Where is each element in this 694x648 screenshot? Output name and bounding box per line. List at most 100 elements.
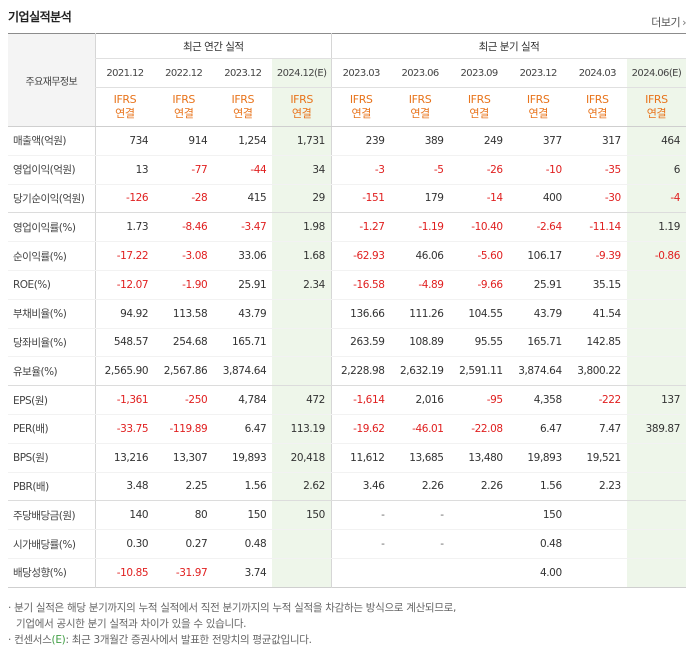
period-header: 2023.09 (449, 58, 509, 88)
footnote-2-prefix: 컨센서스 (14, 634, 52, 646)
value-cell: 140 (94, 500, 155, 531)
accounting-standard-header: IFRS 연결 (390, 87, 450, 127)
value-cell (391, 558, 450, 587)
value-cell: 13 (94, 155, 155, 185)
value-cell: 13,480 (449, 443, 509, 473)
value-cell: 6.47 (508, 414, 568, 444)
value-cell: -3.47 (213, 212, 273, 243)
section-header: 기업실적분석 더보기 › (8, 8, 686, 30)
value-cell: -30 (567, 184, 627, 214)
accounting-standard-header: IFRS 연결 (330, 87, 391, 127)
value-cell: 165.71 (213, 328, 273, 358)
value-cell (330, 558, 391, 588)
value-cell: 0.48 (213, 529, 273, 559)
value-cell: 3,874.64 (508, 356, 568, 387)
value-cell: 2,016 (390, 385, 450, 415)
table-row: 주당배당금(원) 140 80 150 150- -150 (8, 500, 686, 531)
value-cell (626, 500, 686, 531)
value-cell: 3,800.22 (567, 356, 627, 387)
value-cell (626, 443, 686, 473)
value-cell: 113.19 (272, 414, 332, 444)
footnote-2-text: : 최근 3개월간 증권사에서 발표한 전망치의 평균값입니다. (65, 634, 312, 646)
value-cell (568, 558, 627, 587)
table-row: 영업이익(억원) 13 -77 -44 34 -3 -5 -26 -10 -35 6 (8, 155, 686, 185)
consensus-mark: (E) (51, 634, 66, 646)
table-row: 배당성향(%) -10.85 -31.97 3.74 4.00 (8, 558, 686, 588)
value-cell (626, 328, 686, 358)
row-label: PER(배) (8, 414, 96, 444)
value-cell: -14 (449, 184, 509, 214)
value-cell: 150 (272, 500, 332, 531)
table-row: EPS(원) -1,361 -250 4,784 472 -1,614 2,016 -95 4,… (8, 385, 686, 415)
row-label: 매출액(억원) (8, 126, 96, 156)
period-header: 2024.12(E) (272, 58, 332, 88)
value-cell: -33.75 (94, 414, 155, 444)
value-cell: 34 (272, 155, 332, 185)
value-cell: 19,893 (508, 443, 568, 473)
period-header: 2021.12 (94, 58, 155, 88)
value-cell: -0.86 (626, 241, 686, 271)
value-cell: -26 (449, 155, 509, 185)
value-cell: 179 (390, 184, 450, 214)
accounting-standard-header: IFRS 연결 (154, 87, 214, 127)
value-cell: -222 (567, 385, 627, 415)
more-label: 더보기 (651, 16, 681, 29)
period-header: 2024.03 (567, 58, 627, 88)
value-cell: 94.92 (94, 299, 155, 329)
value-cell: -16.58 (330, 270, 391, 300)
value-cell: 0.27 (154, 529, 214, 559)
ifrs-label: IFRS (113, 93, 137, 106)
value-cell (567, 500, 627, 531)
value-cell: 0.48 (508, 529, 568, 559)
value-cell: 2.26 (390, 472, 450, 502)
value-cell: 734 (94, 126, 155, 156)
value-cell (449, 529, 509, 559)
value-cell: -4 (626, 184, 686, 214)
value-cell: 41.54 (567, 299, 627, 329)
value-cell: 1,731 (272, 126, 332, 156)
value-cell: -5.60 (449, 241, 509, 271)
value-cell (272, 299, 332, 329)
value-cell: -3 (330, 155, 391, 185)
row-label: 영업이익률(%) (8, 212, 96, 243)
value-cell: 2.25 (154, 472, 214, 502)
consolidated-label: 연결 (174, 107, 194, 120)
value-cell: -1.27 (330, 212, 391, 243)
value-cell: 0.30 (94, 529, 155, 559)
value-cell: 472 (272, 385, 332, 415)
row-label: ROE(%) (8, 270, 96, 300)
value-cell (626, 558, 686, 588)
value-cell: -11.14 (567, 212, 627, 243)
value-cell: 415 (213, 184, 273, 214)
consolidated-label: 연결 (469, 107, 489, 120)
value-cell: 1.98 (272, 212, 332, 243)
value-cell: 20,418 (272, 443, 332, 473)
value-cell: 3.74 (244, 566, 267, 579)
table-row: 순이익률(%) -17.22 -3.08 33.06 1.68 -62.93 46.06 -5… (8, 241, 686, 271)
table-row: PER(배) -33.75 -119.89 6.47 113.19 -19.62 -46.0… (8, 414, 686, 444)
value-cell: 389 (390, 126, 450, 156)
period-header: 2022.12 (154, 58, 214, 88)
value-cell: -1.90 (154, 270, 214, 300)
value-cell: -17.22 (94, 241, 155, 271)
value-cell: 239 (330, 126, 391, 156)
value-cell: 35.15 (567, 270, 627, 300)
value-cell: -28 (154, 184, 214, 214)
row-label: EPS(원) (8, 385, 96, 415)
value-cell: -9.66 (449, 270, 509, 300)
row-label: 순이익률(%) (8, 241, 96, 271)
value-cell: -19.62 (330, 414, 391, 444)
value-cell: 548.57 (94, 328, 155, 358)
row-label: BPS(원) (8, 443, 96, 473)
more-link[interactable]: 더보기 › (651, 14, 686, 30)
row-label: PBR(배) (8, 472, 96, 502)
value-cell: -22.08 (449, 414, 509, 444)
value-cell: 136.66 (330, 299, 391, 329)
value-cell: 4.00 (539, 566, 562, 579)
value-cell: 2.26 (449, 472, 509, 502)
table-row: 당기순이익(억원) -126 -28 415 29 -151 179 -14 400 -30 -4 (8, 184, 686, 214)
row-label: 주당배당금(원) (8, 500, 96, 531)
ifrs-label: IFRS (467, 93, 491, 106)
ifrs-label: IFRS (526, 93, 550, 106)
value-cell: -10.85 (94, 558, 155, 588)
